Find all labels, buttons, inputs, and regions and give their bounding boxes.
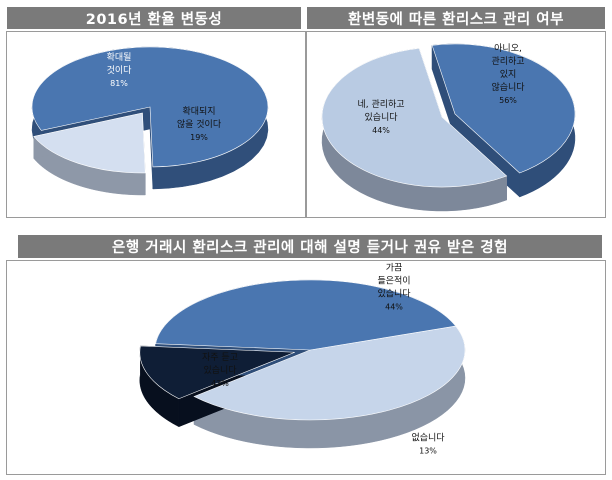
pie-slice	[193, 325, 466, 421]
slice-value-label: 44%	[385, 303, 403, 312]
slice-category-label: 확대될	[107, 51, 132, 63]
pie-slice	[155, 279, 457, 351]
slice-value-label: 56%	[499, 96, 517, 105]
pie-slice	[321, 47, 508, 188]
slice-category-label: 있습니다	[364, 111, 398, 123]
slice-category-label: 있지	[500, 68, 517, 80]
chart3-title: 은행 거래시 환리스크 관리에 대해 설명 듣거나 권유 받은 경험	[18, 235, 602, 258]
slice-category-label: 아니오,	[494, 43, 522, 54]
slice-category-label: 가끔	[386, 263, 403, 274]
slice-category-label: 관리하고	[491, 56, 524, 67]
slice-value-label: 13%	[419, 447, 437, 456]
slice-value-label: 81%	[110, 79, 128, 88]
slice-value-label: 43%	[211, 379, 229, 388]
slice-category-label: 네, 관리하고	[357, 99, 404, 110]
pie-slice	[139, 345, 295, 400]
slice-category-label: 없습니다	[411, 433, 445, 444]
slice-category-label: 확대되지	[182, 105, 215, 117]
slice-category-label: 있습니다	[377, 288, 411, 300]
slice-value-label: 44%	[372, 126, 390, 135]
pie-slice	[31, 46, 269, 168]
slice-category-label: 들은적이	[377, 275, 410, 287]
pie-slice	[33, 112, 146, 174]
slice-category-label: 않습니다	[491, 82, 525, 93]
slice-category-label: 자주 듣고	[202, 352, 238, 363]
chart2-title: 환변동에 따른 환리스크 관리 여부	[307, 7, 605, 29]
slice-category-label: 않을 것이다	[177, 119, 222, 130]
slice-category-label: 있습니다	[203, 364, 237, 376]
pie-slice	[431, 43, 576, 174]
slice-category-label: 것이다	[107, 65, 133, 76]
chart1-title: 2016년 환율 변동성	[7, 7, 301, 29]
slice-value-label: 19%	[190, 133, 208, 142]
